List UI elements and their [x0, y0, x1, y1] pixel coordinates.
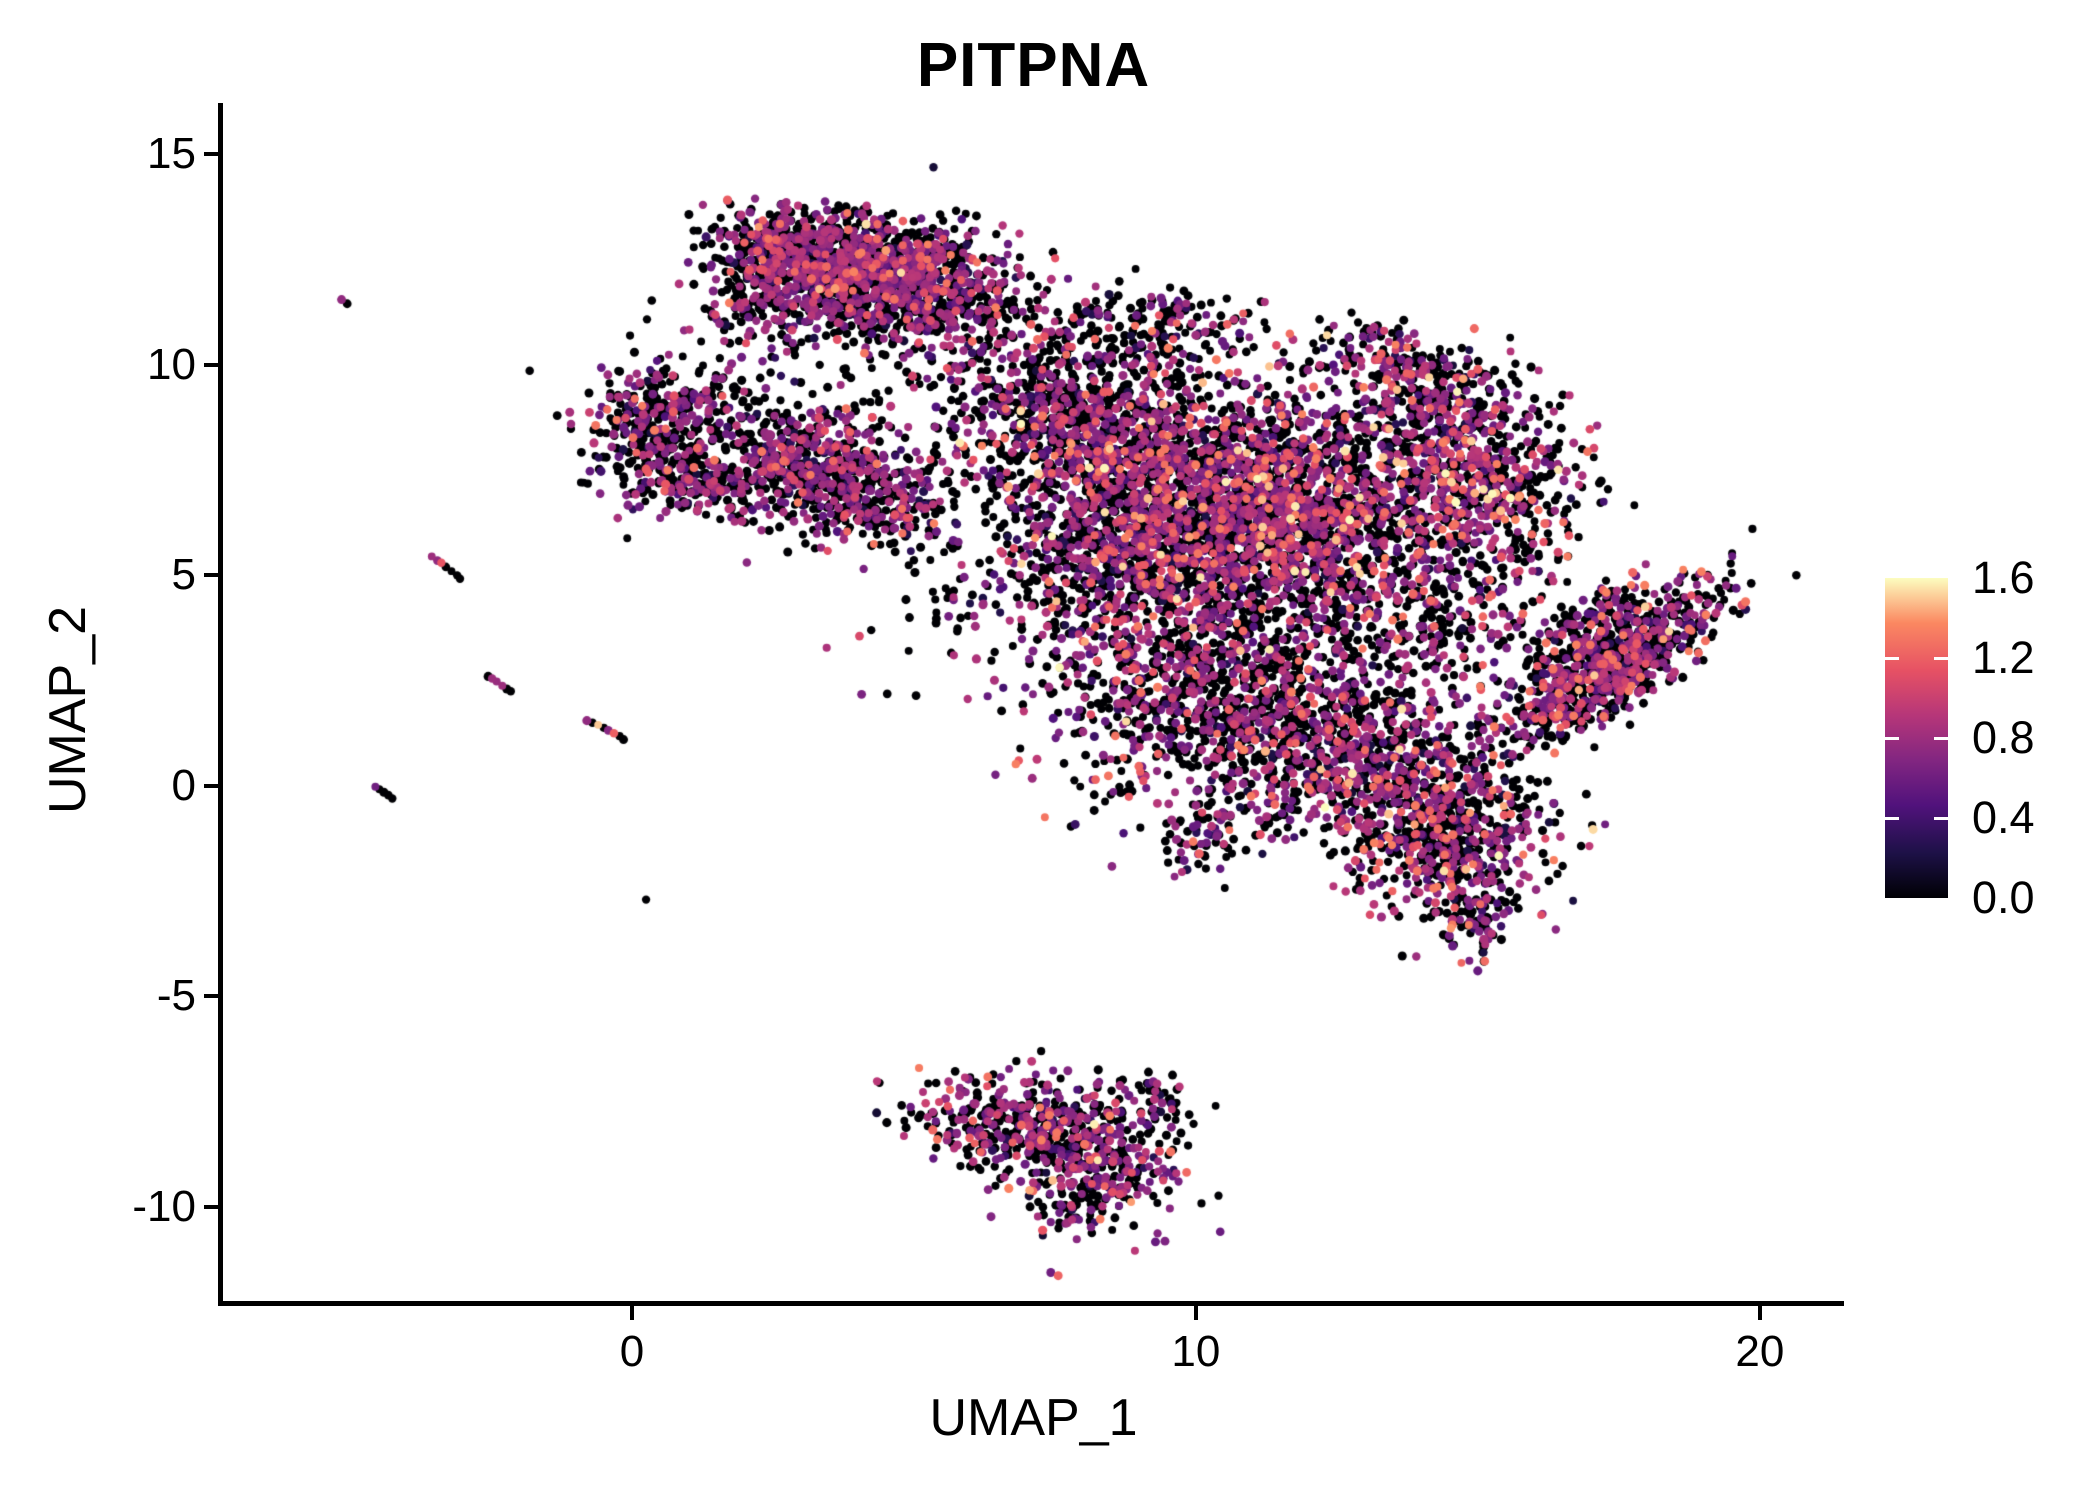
y-tick-label: 15: [147, 129, 196, 179]
legend-tick-label: 0.0: [1972, 872, 2035, 923]
legend-tick-mark: [1885, 656, 1899, 660]
legend-tick-label: 0.4: [1972, 792, 2035, 843]
y-tick-label: -10: [132, 1181, 196, 1231]
y-tick-mark: [204, 783, 218, 788]
y-tick-mark: [204, 152, 218, 157]
y-tick-mark: [204, 994, 218, 999]
y-tick-label: -5: [156, 971, 196, 1021]
x-axis-line: [218, 1301, 1844, 1306]
legend-tick-mark: [1934, 736, 1948, 740]
y-axis-title: UMAP_2: [39, 605, 97, 815]
y-tick-mark: [204, 362, 218, 367]
x-tick-mark: [1757, 1306, 1762, 1320]
x-tick-label: 20: [1735, 1327, 1785, 1376]
x-axis-title: UMAP_1: [929, 1389, 1138, 1447]
y-tick-label: 5: [171, 550, 196, 600]
legend-tick-label: 0.8: [1972, 712, 2035, 763]
y-tick-label: 10: [147, 339, 196, 389]
legend-tick-mark: [1885, 736, 1899, 740]
scatter-points-canvas: [222, 105, 1845, 1303]
y-axis-line: [218, 103, 223, 1305]
x-tick-label: 0: [619, 1327, 645, 1376]
legend-tick-label: 1.2: [1972, 632, 2035, 683]
chart-title: PITPNA: [916, 31, 1151, 100]
legend-tick-label: 1.6: [1972, 552, 2035, 603]
y-tick-label: 0: [171, 760, 196, 810]
legend-tick-mark: [1885, 816, 1899, 820]
y-tick-mark: [204, 573, 218, 578]
x-tick-mark: [1193, 1306, 1198, 1320]
x-tick-mark: [629, 1306, 634, 1320]
legend-tick-mark: [1934, 816, 1948, 820]
legend-tick-mark: [1934, 656, 1948, 660]
y-tick-mark: [204, 1204, 218, 1209]
x-tick-label: 10: [1171, 1327, 1221, 1376]
